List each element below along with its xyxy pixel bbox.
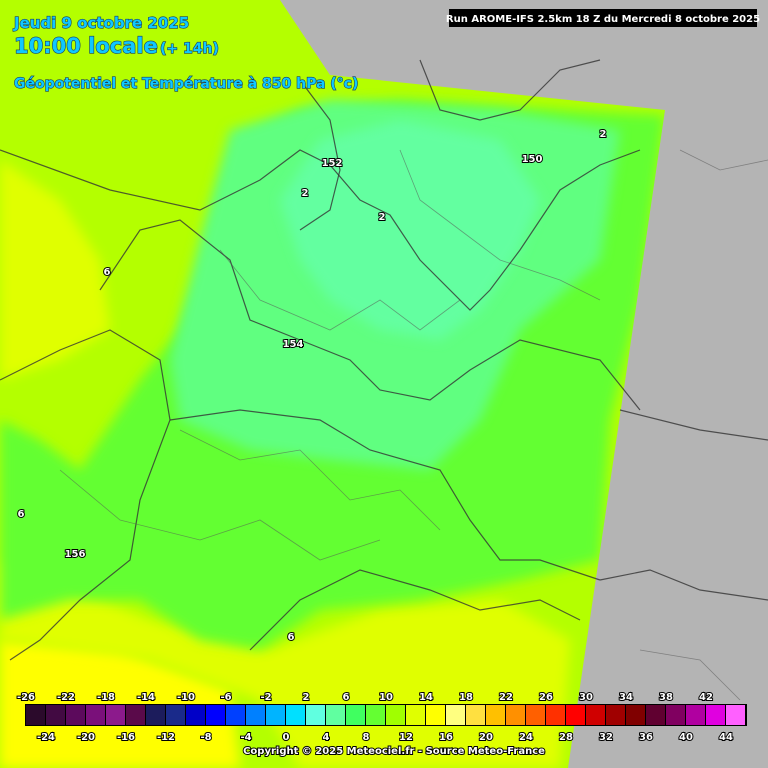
legend-cell: [126, 705, 145, 725]
run-info: Run AROME-IFS 2.5km 18 Z du Mercredi 8 o…: [446, 14, 760, 25]
legend-label: 42: [699, 692, 713, 703]
legend-cell: [186, 705, 205, 725]
legend-cell: [506, 705, 525, 725]
legend-label: 34: [619, 692, 633, 703]
legend-label: 38: [659, 692, 673, 703]
contour-label: 2: [600, 129, 607, 140]
legend-label: -22: [57, 692, 75, 703]
borders: [0, 59, 768, 701]
contour-label: 154: [283, 339, 304, 350]
contour-labels: 152 150 2 2 2 6 154 6 156 6: [17, 128, 608, 644]
lead-time: (+ 14h): [160, 41, 219, 57]
legend-cell: [426, 705, 445, 725]
legend-cell: [606, 705, 625, 725]
run-box: [449, 9, 757, 27]
legend-label: -26: [17, 692, 35, 703]
legend-cell: [46, 705, 65, 725]
legend-label: 10: [379, 692, 393, 703]
legend-label: 20: [479, 732, 493, 743]
time: 10:00 locale: [14, 34, 158, 58]
legend-label: -6: [220, 692, 231, 703]
legend-cell: [626, 705, 645, 725]
legend-cell: [166, 705, 185, 725]
legend-cell: [326, 705, 345, 725]
legend-cell: [306, 705, 325, 725]
legend-cell: [646, 705, 665, 725]
legend-label: -2: [260, 692, 271, 703]
legend-label: 36: [639, 732, 653, 743]
legend-label: -8: [200, 732, 211, 743]
contour-label: 2: [302, 188, 309, 199]
legend-label: 14: [419, 692, 433, 703]
legend-cell: [26, 705, 45, 725]
legend-cell: [526, 705, 545, 725]
legend-cell: [726, 705, 745, 725]
legend-cell: [446, 705, 465, 725]
legend-label: -10: [177, 692, 195, 703]
legend-cell: [66, 705, 85, 725]
legend-label: 2: [303, 692, 310, 703]
legend-label: -14: [137, 692, 155, 703]
legend-cell: [146, 705, 165, 725]
contour-label: 156: [65, 549, 86, 560]
legend-label: 6: [343, 692, 350, 703]
contour-label: 6: [18, 509, 25, 520]
legend-label: 44: [719, 732, 733, 743]
contour-label: 6: [104, 267, 111, 278]
legend-label: 30: [579, 692, 593, 703]
legend-label: -24: [37, 732, 55, 743]
legend-cell: [706, 705, 725, 725]
legend-cell: [386, 705, 405, 725]
legend-label: 28: [559, 732, 573, 743]
legend-cell: [266, 705, 285, 725]
legend-cell: [226, 705, 245, 725]
contour-label: 150: [522, 154, 543, 165]
legend-label: 0: [283, 732, 290, 743]
legend-cell: [466, 705, 485, 725]
legend-cell: [286, 705, 305, 725]
legend-cell: [586, 705, 605, 725]
legend-cell: [246, 705, 265, 725]
legend-label: -16: [117, 732, 135, 743]
legend-cell: [546, 705, 565, 725]
legend-label: 18: [459, 692, 473, 703]
legend-cell: [686, 705, 705, 725]
legend: -26 -22 -18 -14 -10 -6 -2 2 6 10 14 18 22 26 30 34 38 42-…: [16, 691, 747, 744]
legend-cell: [486, 705, 505, 725]
legend-cell: [566, 705, 585, 725]
legend-cell: [406, 705, 425, 725]
legend-label: 4: [323, 732, 330, 743]
legend-label: 40: [679, 732, 693, 743]
legend-label: -4: [240, 732, 251, 743]
contour-label: 2: [379, 212, 386, 223]
legend-cell: [106, 705, 125, 725]
contour-label: 6: [288, 632, 295, 643]
legend-label: -20: [77, 732, 95, 743]
legend-label: 24: [519, 732, 533, 743]
copyright: Copyright © 2025 Meteociel.fr - Source M…: [243, 746, 545, 757]
legend-label: 32: [599, 732, 613, 743]
legend-label: 12: [399, 732, 413, 743]
legend-cell: [206, 705, 225, 725]
legend-label: 8: [363, 732, 370, 743]
legend-cell: [346, 705, 365, 725]
legend-label: 26: [539, 692, 553, 703]
field-title: Géopotentiel et Température à 850 hPa (°…: [14, 76, 358, 92]
legend-cell: [86, 705, 105, 725]
date: Jeudi 9 octobre 2025: [13, 14, 189, 32]
contour-label: 152: [322, 158, 343, 169]
legend-cell: [366, 705, 385, 725]
legend-label: -18: [97, 692, 115, 703]
header: Jeudi 9 octobre 2025 10:00 locale (+ 14h…: [12, 9, 760, 93]
legend-label: -12: [157, 732, 175, 743]
legend-label: 22: [499, 692, 513, 703]
legend-cell: [666, 705, 685, 725]
legend-label: 16: [439, 732, 453, 743]
